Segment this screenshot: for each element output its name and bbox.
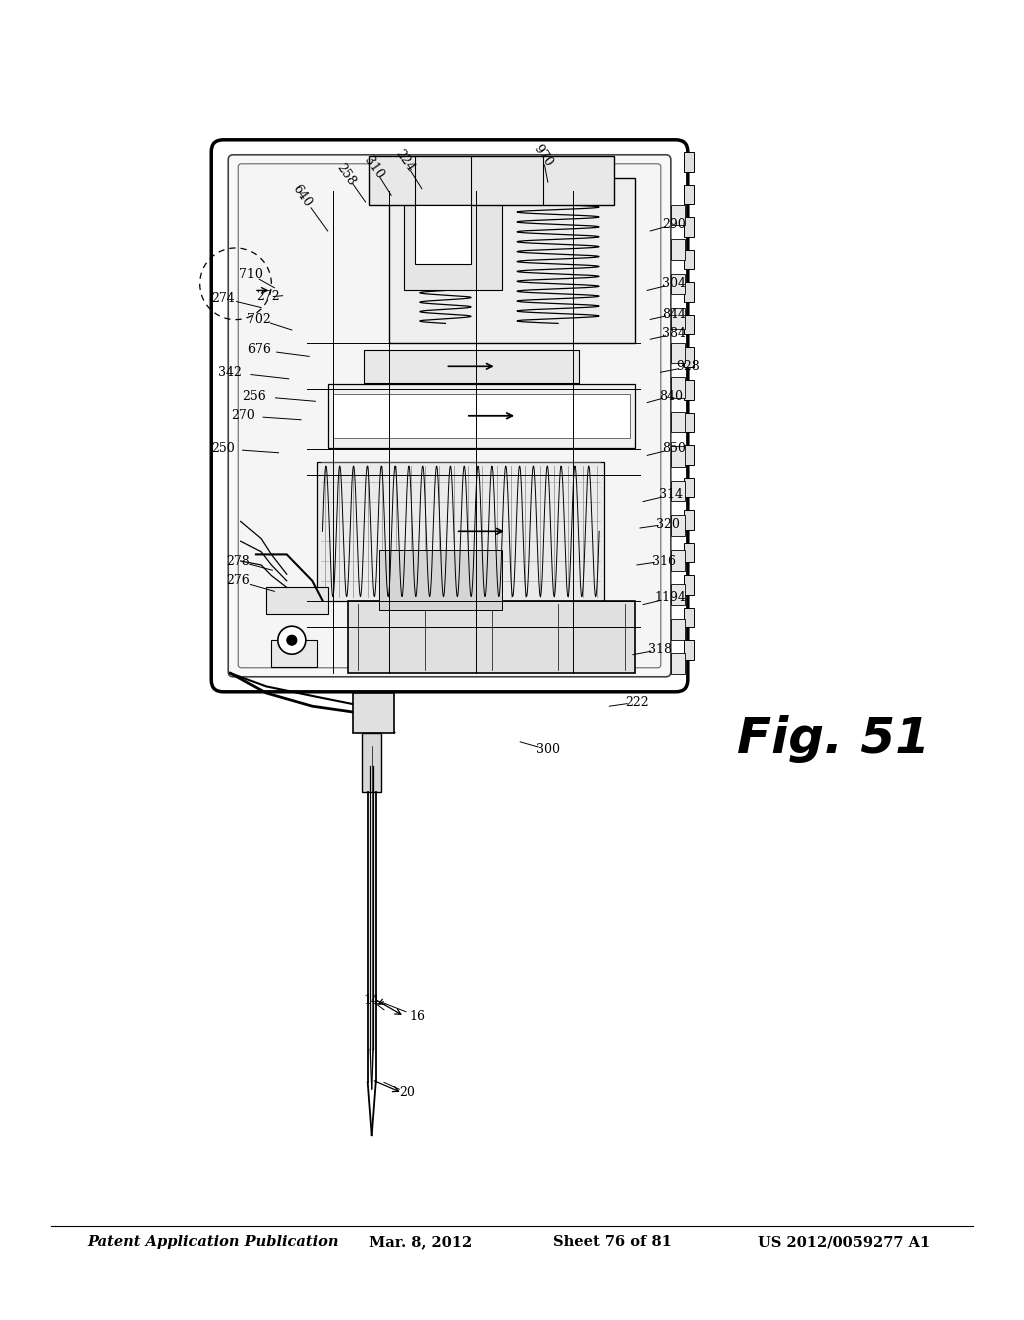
Bar [684, 576, 694, 595]
Bar [671, 515, 685, 536]
Bar [404, 191, 502, 290]
FancyBboxPatch shape [228, 154, 671, 677]
Circle shape [287, 635, 297, 645]
Text: 272: 272 [256, 290, 281, 304]
Text: 14: 14 [364, 994, 380, 1007]
Text: 278: 278 [225, 554, 250, 568]
Bar [684, 640, 694, 660]
Text: 384: 384 [662, 327, 686, 341]
Bar [362, 733, 381, 792]
Text: 710: 710 [239, 268, 263, 281]
Text: Sheet 76 of 81: Sheet 76 of 81 [553, 1236, 672, 1249]
Bar [684, 510, 694, 529]
Bar [266, 587, 328, 614]
Text: US 2012/0059277 A1: US 2012/0059277 A1 [758, 1236, 930, 1249]
Bar [333, 393, 630, 438]
Text: 1194: 1194 [654, 591, 687, 605]
Bar [671, 653, 685, 675]
Text: Patent Application Publication: Patent Application Publication [87, 1236, 339, 1249]
Text: 274: 274 [211, 292, 236, 305]
Bar [684, 315, 694, 334]
Bar [684, 413, 694, 432]
Text: 342: 342 [218, 366, 243, 379]
Text: 844: 844 [662, 308, 686, 321]
Bar [415, 205, 471, 264]
Bar [684, 543, 694, 562]
Bar [671, 619, 685, 640]
Text: 850: 850 [662, 442, 686, 455]
Bar [353, 693, 394, 733]
Bar [671, 378, 685, 397]
Bar [671, 308, 685, 329]
Text: 290: 290 [662, 218, 686, 231]
Bar [364, 350, 579, 383]
Bar [684, 152, 694, 172]
Text: 258: 258 [334, 161, 358, 187]
Text: 676: 676 [247, 343, 271, 356]
Bar [328, 384, 635, 447]
Text: 300: 300 [536, 743, 560, 756]
Bar [671, 343, 685, 363]
Text: 304: 304 [662, 277, 686, 290]
Bar [684, 445, 694, 465]
Bar [671, 480, 685, 502]
Text: 20: 20 [399, 1086, 416, 1100]
Bar [684, 249, 694, 269]
Bar [671, 239, 685, 260]
Bar [684, 347, 694, 367]
Circle shape [278, 626, 306, 655]
FancyBboxPatch shape [239, 164, 660, 668]
Text: 840: 840 [658, 389, 683, 403]
Text: 314: 314 [658, 488, 683, 502]
Bar [684, 607, 694, 627]
Bar [684, 218, 694, 236]
Text: 270: 270 [230, 409, 255, 422]
Text: 16: 16 [410, 1010, 426, 1023]
Bar [379, 550, 502, 610]
Text: Fig. 51: Fig. 51 [737, 715, 930, 763]
Text: 928: 928 [676, 360, 700, 374]
FancyBboxPatch shape [211, 140, 688, 692]
Bar [684, 282, 694, 302]
Text: 318: 318 [648, 643, 673, 656]
Text: 222: 222 [625, 696, 649, 709]
Bar [671, 550, 685, 570]
Bar [684, 478, 694, 498]
Text: 310: 310 [361, 154, 386, 181]
Text: 224: 224 [392, 148, 417, 174]
Text: 276: 276 [225, 574, 250, 587]
Bar [684, 185, 694, 205]
Bar [348, 601, 635, 673]
Bar [369, 156, 614, 205]
Text: 250: 250 [211, 442, 236, 455]
Bar [271, 640, 317, 667]
Bar [389, 178, 635, 343]
Text: 702: 702 [247, 313, 271, 326]
Text: 970: 970 [530, 143, 555, 169]
Bar [671, 585, 685, 605]
Bar [671, 412, 685, 433]
Bar [684, 380, 694, 400]
Bar [671, 205, 685, 226]
Bar [671, 446, 685, 467]
Text: 640: 640 [290, 182, 314, 209]
Text: 320: 320 [655, 517, 680, 531]
Bar [671, 273, 685, 294]
Text: 256: 256 [242, 389, 266, 403]
Text: 316: 316 [651, 554, 676, 568]
Bar [317, 462, 604, 601]
Text: Mar. 8, 2012: Mar. 8, 2012 [369, 1236, 472, 1249]
